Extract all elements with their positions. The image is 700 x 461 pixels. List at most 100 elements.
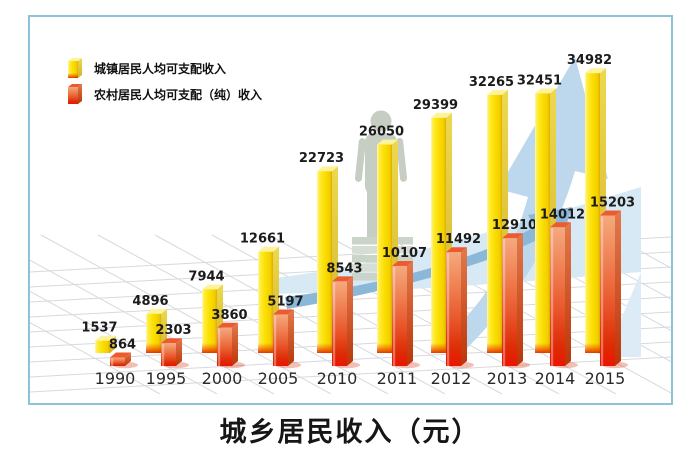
- urban-bar-base-fade: [146, 343, 161, 353]
- rural-bar-highlight: [551, 228, 554, 366]
- urban-bar-base-fade: [258, 343, 273, 353]
- urban-bar-top: [431, 112, 452, 118]
- legend-urban-label: 城镇居民人均可支配收入: [94, 61, 227, 76]
- rural-bar-1990: 864: [109, 337, 138, 369]
- person-head: [370, 110, 392, 132]
- rural-bar-highlight: [162, 344, 165, 366]
- rural-bar-highlight: [447, 253, 450, 366]
- year-label: 2013: [487, 369, 528, 388]
- rural-bar-highlight: [503, 239, 506, 366]
- rural-bar-highlight: [218, 328, 221, 366]
- year-label: 1990: [95, 369, 136, 388]
- urban-bar-swatch-icon: [68, 58, 82, 78]
- person-arm-right: [396, 137, 408, 182]
- urban-bar-front: [431, 117, 446, 353]
- rural-bar-highlight: [274, 315, 277, 366]
- urban-value-label: 12661: [240, 232, 285, 247]
- rural-bar-front: [217, 327, 232, 366]
- urban-value-label: 32265: [469, 75, 514, 90]
- rural-value-label: 12910: [492, 218, 537, 233]
- rural-bar-top: [332, 276, 353, 282]
- rural-bar-top: [217, 322, 238, 328]
- rural-value-label: 15203: [590, 195, 635, 210]
- legend: 城镇居民人均可支配收入 农村居民人均可支配（纯）收入: [66, 55, 262, 107]
- rural-bar-top: [502, 233, 523, 239]
- urban-bar-front: [202, 289, 217, 353]
- urban-bar-base-fade: [202, 343, 217, 353]
- urban-bar-base-fade: [535, 343, 550, 353]
- rural-bar-front: [446, 252, 461, 366]
- urban-bar-front: [487, 94, 502, 353]
- urban-bar-top: [317, 166, 338, 172]
- urban-bar-front: [95, 340, 110, 353]
- rural-value-label: 5197: [267, 295, 303, 310]
- urban-value-label: 32451: [517, 73, 562, 88]
- rural-bar-front: [550, 227, 565, 366]
- rural-bar-side: [232, 322, 238, 366]
- rural-bar-swatch-icon: [68, 84, 82, 104]
- rural-bar-top: [273, 309, 294, 315]
- year-label: 2012: [431, 369, 472, 388]
- legend-item-urban: 城镇居民人均可支配收入: [66, 55, 262, 81]
- urban-bar-top: [585, 68, 606, 74]
- urban-bar-top: [258, 246, 279, 252]
- rural-bar-side: [461, 247, 467, 366]
- year-label: 2010: [317, 369, 358, 388]
- legend-rural-label: 农村居民人均可支配（纯）收入: [94, 87, 263, 102]
- urban-bar-top: [535, 88, 556, 94]
- rural-value-label: 10107: [382, 246, 427, 261]
- urban-bar-top: [95, 335, 116, 341]
- rural-bar-front: [600, 215, 615, 366]
- rural-bar-2011: 10107: [382, 246, 427, 369]
- urban-value-label: 26050: [359, 125, 404, 140]
- rural-bar-side: [288, 309, 294, 366]
- urban-bar-2000: 7944: [188, 269, 225, 353]
- rural-value-label: 11492: [436, 232, 481, 247]
- rural-bar-top: [392, 260, 413, 266]
- urban-value-label: 29399: [413, 98, 458, 113]
- rural-bar-top: [446, 247, 467, 253]
- rural-bar-top: [600, 210, 621, 216]
- rural-bar-highlight: [333, 282, 336, 366]
- urban-bar-front: [258, 251, 273, 353]
- urban-value-label: 4896: [132, 294, 168, 309]
- urban-bar-top: [487, 89, 508, 95]
- person-leg-left: [367, 189, 379, 241]
- rural-bar-side: [565, 222, 571, 366]
- urban-bar-2012: 29399: [413, 98, 458, 353]
- rural-bar-2015: 15203: [590, 195, 635, 369]
- rural-bar-2014: 14012: [540, 207, 585, 369]
- chart-title: 城乡居民收入（元）: [219, 417, 481, 448]
- urban-bar-front: [317, 171, 332, 353]
- rural-value-label: 864: [109, 337, 136, 352]
- urban-value-label: 34982: [567, 53, 612, 68]
- rural-bar-side: [407, 260, 413, 366]
- rural-bar-top: [161, 338, 182, 344]
- rural-bar-top: [550, 222, 571, 228]
- rural-value-label: 8543: [326, 261, 362, 276]
- rural-bar-top: [110, 352, 131, 358]
- rural-bar-2000: 3860: [211, 308, 248, 369]
- rural-bar-side: [517, 233, 523, 366]
- urban-value-label: 22723: [299, 151, 344, 166]
- year-label: 2014: [535, 369, 576, 388]
- rural-value-label: 14012: [540, 207, 585, 222]
- rural-bar-side: [347, 276, 353, 366]
- urban-value-label: 1537: [81, 321, 117, 336]
- urban-bar-front: [535, 93, 550, 353]
- rural-bar-front: [273, 314, 288, 366]
- rural-bar-2005: 5197: [267, 295, 304, 369]
- urban-bar-side: [110, 335, 116, 353]
- rural-bar-2010: 8543: [326, 261, 363, 369]
- rural-bar-front: [502, 238, 517, 366]
- urban-bar-top: [146, 308, 167, 314]
- urban-bar-front: [377, 144, 392, 353]
- urban-bar-base-fade: [585, 343, 600, 353]
- urban-value-label: 7944: [188, 269, 224, 284]
- legend-item-rural: 农村居民人均可支配（纯）收入: [66, 81, 262, 107]
- rural-value-label: 3860: [211, 308, 247, 323]
- year-label: 2000: [202, 369, 243, 388]
- urban-bar-base-fade: [431, 343, 446, 353]
